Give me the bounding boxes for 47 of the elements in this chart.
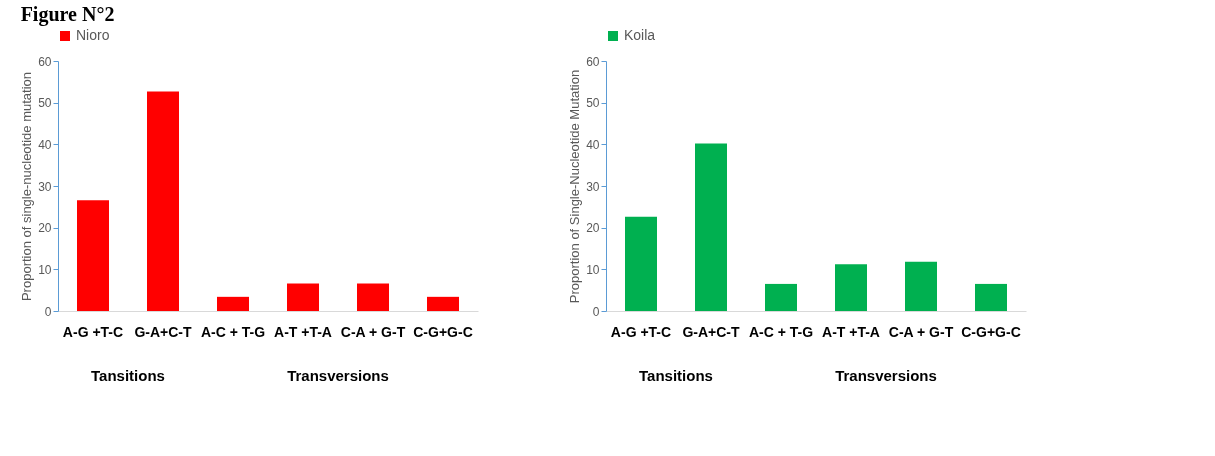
bar <box>357 283 389 311</box>
y-tick-label: 0 <box>592 304 600 319</box>
x-tick-label: G-A+C-T <box>134 323 193 340</box>
bar <box>695 143 727 311</box>
y-tick-label: 0 <box>44 304 52 319</box>
bar <box>905 261 937 311</box>
chart-title: Figure N°2 <box>20 3 115 26</box>
y-tick-label: 10 <box>586 262 600 277</box>
bar <box>835 264 867 311</box>
bar <box>77 200 109 311</box>
x-tick-label: C-G+G-C <box>961 323 1021 340</box>
y-axis-title: Proportion of single-nucleotide mutation <box>19 71 35 302</box>
x-tick-label: A-G +T-C <box>610 323 672 340</box>
bar <box>975 283 1007 311</box>
legend-label: Nioro <box>76 27 110 43</box>
bar <box>287 283 319 311</box>
y-tick-label: 20 <box>38 221 52 236</box>
x-tick-label: C-A + G-T <box>340 323 406 340</box>
bar <box>625 216 657 311</box>
text: Tansitions <box>91 367 165 384</box>
y-tick-label: 50 <box>38 96 52 111</box>
text: Transversions <box>287 367 389 384</box>
y-tick-label: 60 <box>38 54 52 69</box>
x-tick-label: A-C + T-G <box>748 323 814 340</box>
x-tick-label: G-A+C-T <box>682 323 741 340</box>
y-tick-label: 50 <box>586 96 600 111</box>
bar <box>147 91 179 311</box>
bar <box>217 296 249 311</box>
x-tick-label: C-A + G-T <box>888 323 954 340</box>
y-tick-label: 30 <box>38 179 52 194</box>
text: Transversions <box>835 367 937 384</box>
legend-label: Koila <box>624 27 656 43</box>
y-tick-label: 20 <box>586 221 600 236</box>
x-tick-label: A-T +T-A <box>822 323 880 340</box>
x-tick-label: A-C + T-G <box>200 323 266 340</box>
y-tick-label: 10 <box>38 262 52 277</box>
bar <box>765 283 797 311</box>
bar <box>427 296 459 311</box>
x-tick-label: A-T +T-A <box>274 323 332 340</box>
x-tick-label: C-G+G-C <box>413 323 473 340</box>
x-tick-label: A-G +T-C <box>62 323 124 340</box>
y-tick-label: 30 <box>586 179 600 194</box>
y-tick-label: 60 <box>586 54 600 69</box>
y-axis-title: Proportion of Single-Nucleotide Mutation <box>567 69 583 304</box>
y-tick-label: 40 <box>586 137 600 152</box>
y-tick-label: 40 <box>38 137 52 152</box>
text: Tansitions <box>639 367 713 384</box>
